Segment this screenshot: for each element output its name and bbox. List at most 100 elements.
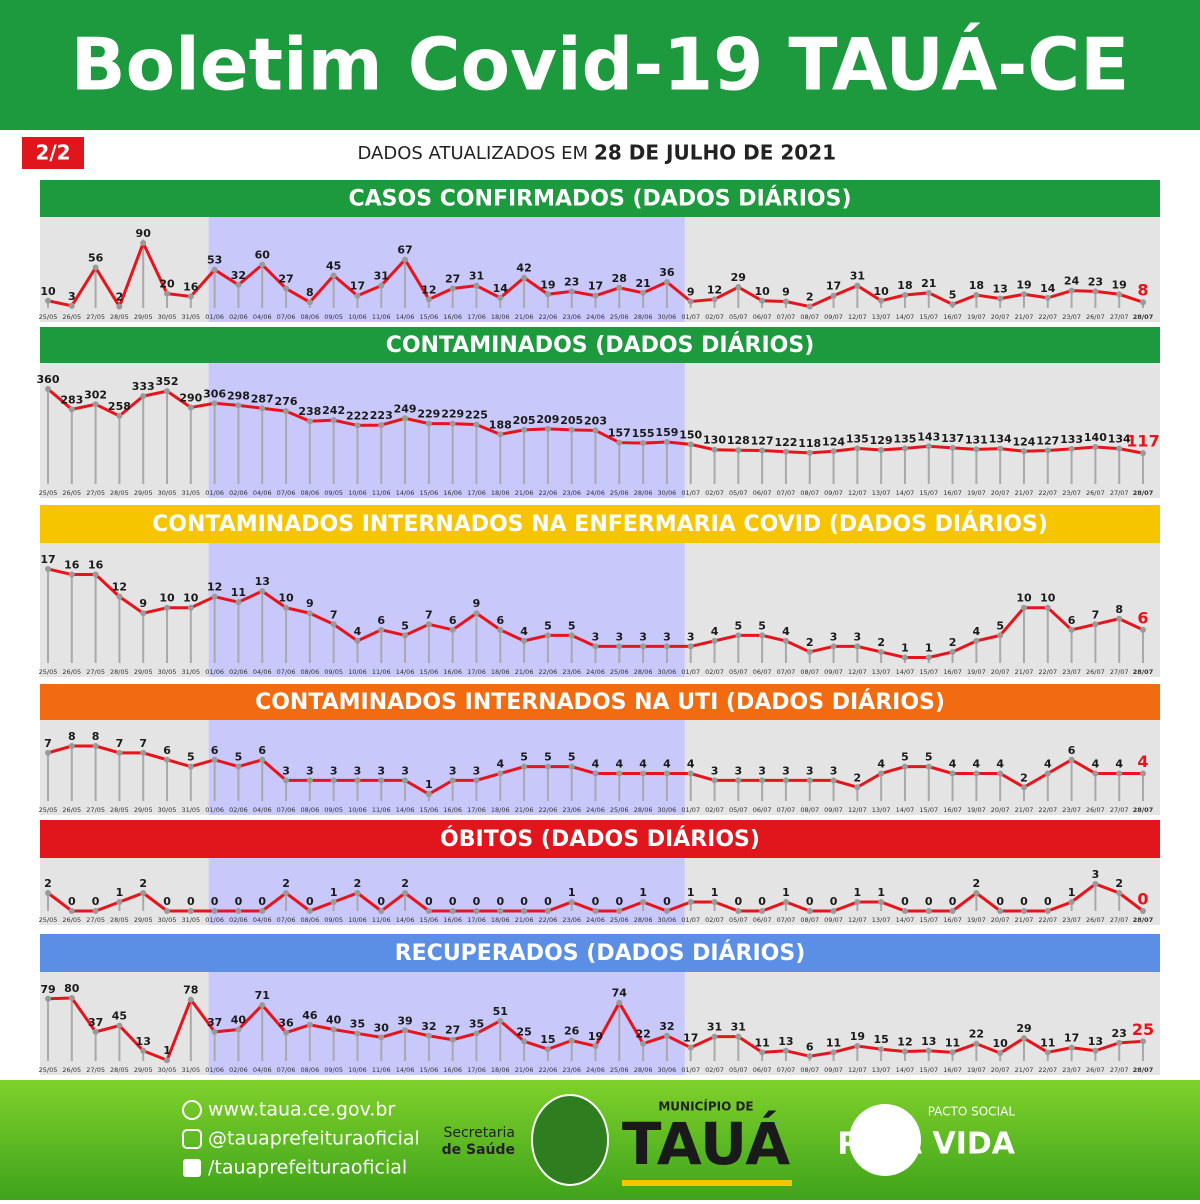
date-label: 25/06: [610, 668, 629, 676]
date-label: 30/05: [158, 313, 177, 321]
value-label: 31: [469, 270, 484, 283]
date-label: 11/06: [372, 489, 391, 497]
point: [735, 447, 742, 454]
point: [1044, 294, 1051, 301]
date-label: 25/05: [39, 489, 58, 497]
point: [568, 1037, 575, 1044]
point: [68, 406, 75, 413]
value-label: 333: [132, 380, 155, 393]
value-label: 4: [663, 758, 671, 771]
date-label: 31/05: [181, 806, 200, 814]
point: [878, 1046, 885, 1053]
value-label: 129: [870, 434, 893, 447]
value-label: 12: [112, 581, 127, 594]
date-label: 11/06: [372, 916, 391, 924]
point: [1140, 450, 1146, 457]
value-label: 155: [632, 427, 655, 440]
point: [663, 279, 670, 285]
date-label: 29/05: [134, 668, 153, 676]
value-label: 3: [592, 630, 600, 643]
value-label: 8: [1137, 281, 1148, 300]
value-label: 1: [1068, 886, 1076, 899]
value-label: 0: [663, 895, 671, 908]
point: [616, 770, 623, 777]
value-label: 0: [544, 895, 552, 908]
value-label: 3: [758, 764, 766, 777]
date-label: 25/06: [610, 1066, 629, 1074]
date-label: 09/05: [324, 313, 343, 321]
point: [68, 743, 75, 749]
date-label: 08/06: [300, 313, 319, 321]
value-label: 0: [615, 895, 623, 908]
value-label: 11: [754, 1036, 769, 1049]
date-label: 17/06: [467, 1066, 486, 1074]
point: [45, 386, 51, 392]
date-label: 21/06: [515, 916, 534, 924]
point: [854, 784, 861, 791]
date-label: 14/07: [896, 806, 915, 814]
point: [1068, 287, 1075, 294]
point: [521, 763, 528, 770]
date-label: 23/07: [1062, 916, 1081, 924]
value-label: 122: [774, 436, 797, 449]
point: [687, 441, 694, 448]
value-label: 21: [635, 277, 650, 290]
point: [854, 282, 861, 289]
date-label: 08/07: [800, 916, 819, 924]
date-label: 27/05: [86, 313, 105, 321]
value-label: 0: [1044, 895, 1052, 908]
value-label: 3: [330, 764, 338, 777]
date-label: 19/07: [967, 1066, 986, 1074]
value-label: 13: [993, 283, 1008, 296]
value-label: 79: [40, 983, 55, 996]
date-label: 31/05: [181, 668, 200, 676]
date-label: 21/06: [515, 313, 534, 321]
date-label: 21/07: [1015, 313, 1034, 321]
value-label: 67: [397, 244, 412, 257]
value-label: 9: [687, 286, 695, 299]
value-label: 298: [227, 389, 250, 402]
value-label: 3: [830, 630, 838, 643]
panel-header: [40, 180, 1160, 217]
point: [759, 908, 766, 914]
point: [45, 566, 51, 572]
value-label: 14: [1040, 282, 1056, 295]
point: [68, 908, 75, 914]
point: [306, 908, 313, 914]
date-label: 28/07: [1133, 916, 1153, 924]
value-label: 21: [921, 277, 936, 290]
value-label: 3: [68, 290, 76, 303]
date-label: 07/07: [777, 806, 796, 814]
point: [164, 908, 171, 914]
point: [759, 447, 766, 454]
point: [378, 626, 385, 633]
date-label: 26/05: [62, 313, 81, 321]
point: [1140, 299, 1146, 306]
date-label: 26/07: [1086, 916, 1105, 924]
value-label: 124: [1012, 435, 1035, 448]
value-label: 3: [711, 764, 719, 777]
point: [449, 1036, 456, 1043]
date-label: 09/07: [824, 489, 843, 497]
value-label: 6: [163, 744, 171, 757]
point: [1092, 444, 1099, 451]
point: [1092, 288, 1099, 295]
date-label: 28/06: [634, 668, 653, 676]
point: [663, 1032, 670, 1039]
point: [45, 890, 51, 896]
value-label: 20: [159, 278, 175, 291]
point: [306, 777, 313, 784]
point: [187, 404, 194, 411]
value-label: 1: [877, 886, 885, 899]
point: [1092, 621, 1099, 628]
value-label: 0: [901, 895, 909, 908]
value-label: 3: [1092, 868, 1100, 881]
point: [616, 284, 623, 291]
point: [354, 1030, 361, 1037]
point: [116, 593, 123, 600]
point: [211, 756, 218, 763]
point: [687, 770, 694, 777]
date-label: 13/07: [872, 916, 891, 924]
date-label: 14/06: [396, 668, 415, 676]
point: [140, 240, 147, 246]
